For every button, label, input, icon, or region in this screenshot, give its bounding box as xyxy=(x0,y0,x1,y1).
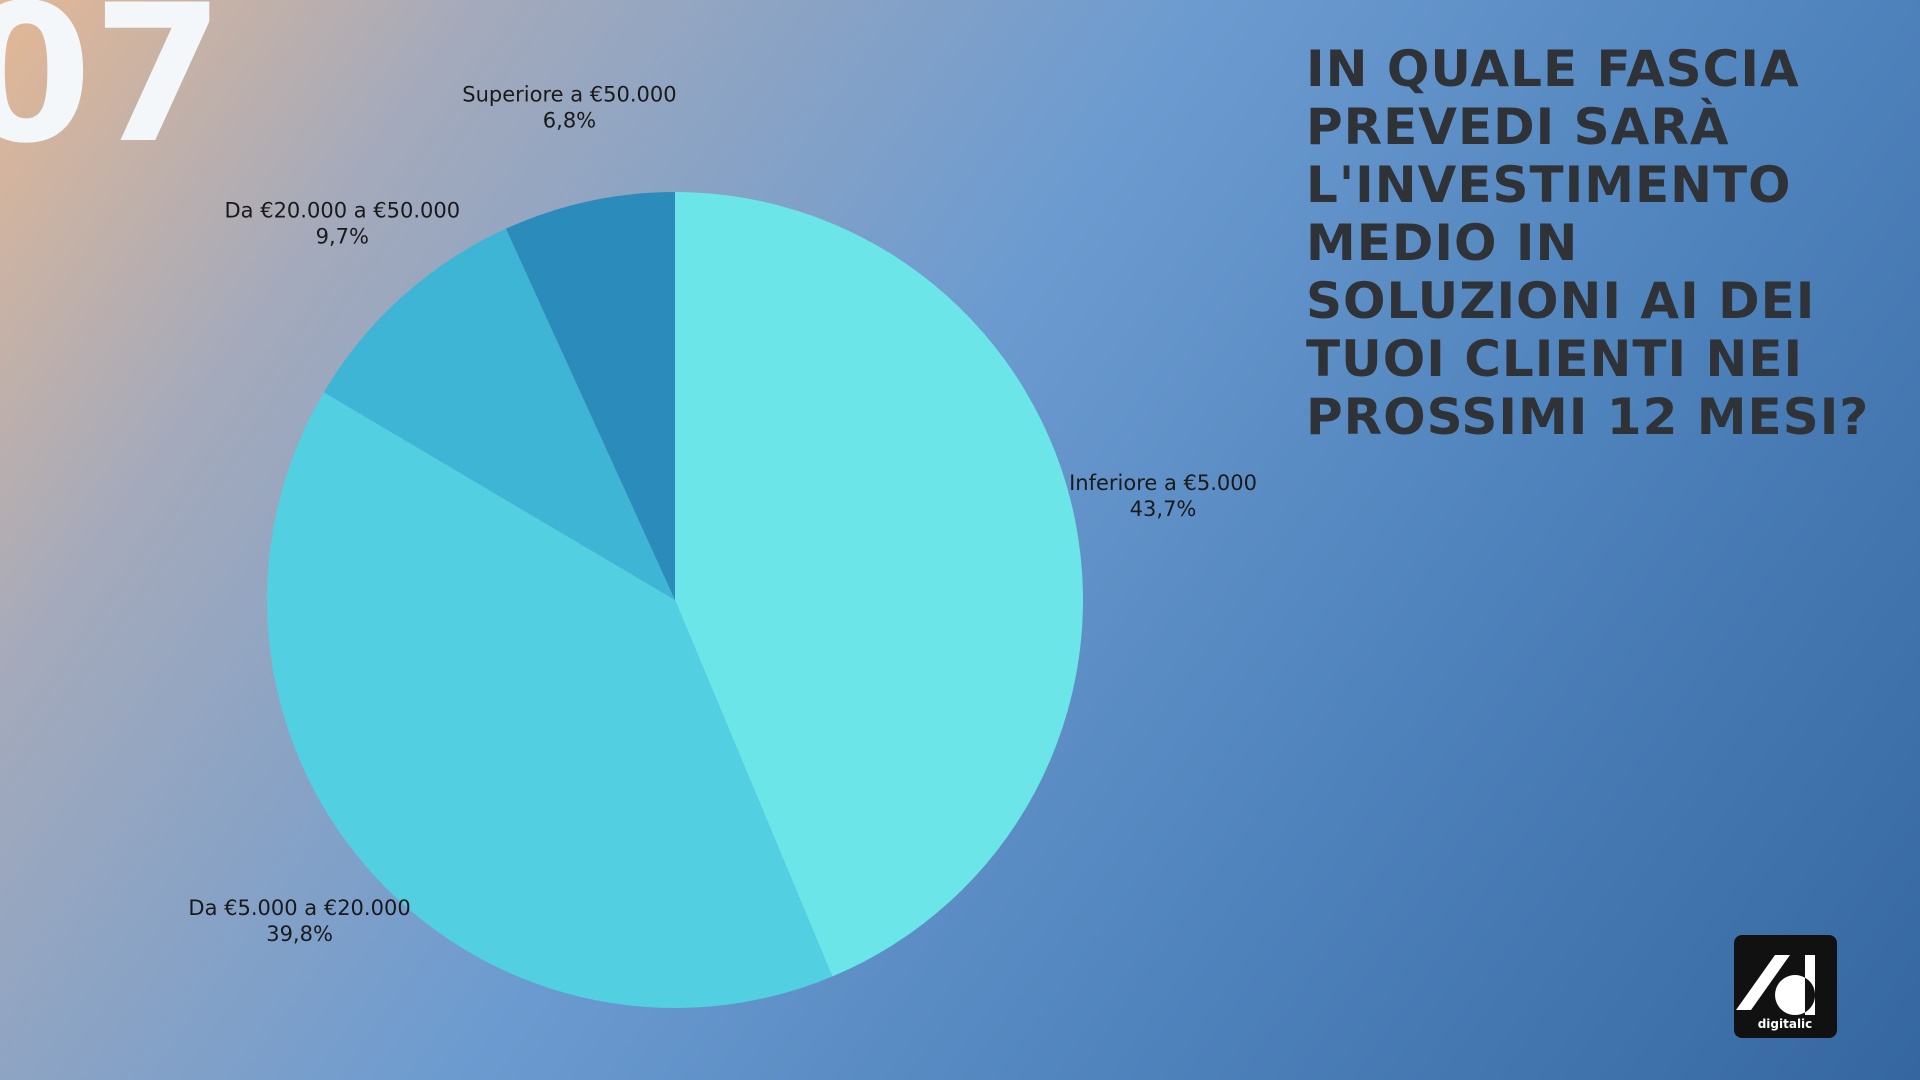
pie-slice xyxy=(266,392,833,1009)
slice-label: Superiore a €50.000 xyxy=(462,83,676,107)
value-label: 6,8% xyxy=(543,109,596,133)
value-label: 43,7% xyxy=(1130,497,1197,521)
logo-text: digitalic xyxy=(1758,1017,1813,1031)
pie-slice xyxy=(675,192,1084,977)
pie-slice xyxy=(323,228,675,600)
logo: digitalic xyxy=(1734,935,1837,1038)
slide-number: 07 xyxy=(0,0,224,185)
chart-title: IN QUALE FASCIA PREVEDI SARÀ L'INVESTIME… xyxy=(1306,40,1870,446)
value-label: 39,8% xyxy=(266,922,333,946)
logo-d xyxy=(1775,955,1816,1015)
pie-slice xyxy=(505,192,675,600)
slice-label: Da €20.000 a €50.000 xyxy=(225,199,461,223)
slice-label: Inferiore a €5.000 xyxy=(1069,471,1257,495)
value-label: 9,7% xyxy=(316,225,369,249)
slice-label: Da €5.000 a €20.000 xyxy=(188,896,410,920)
logo-slash xyxy=(1736,955,1790,1010)
